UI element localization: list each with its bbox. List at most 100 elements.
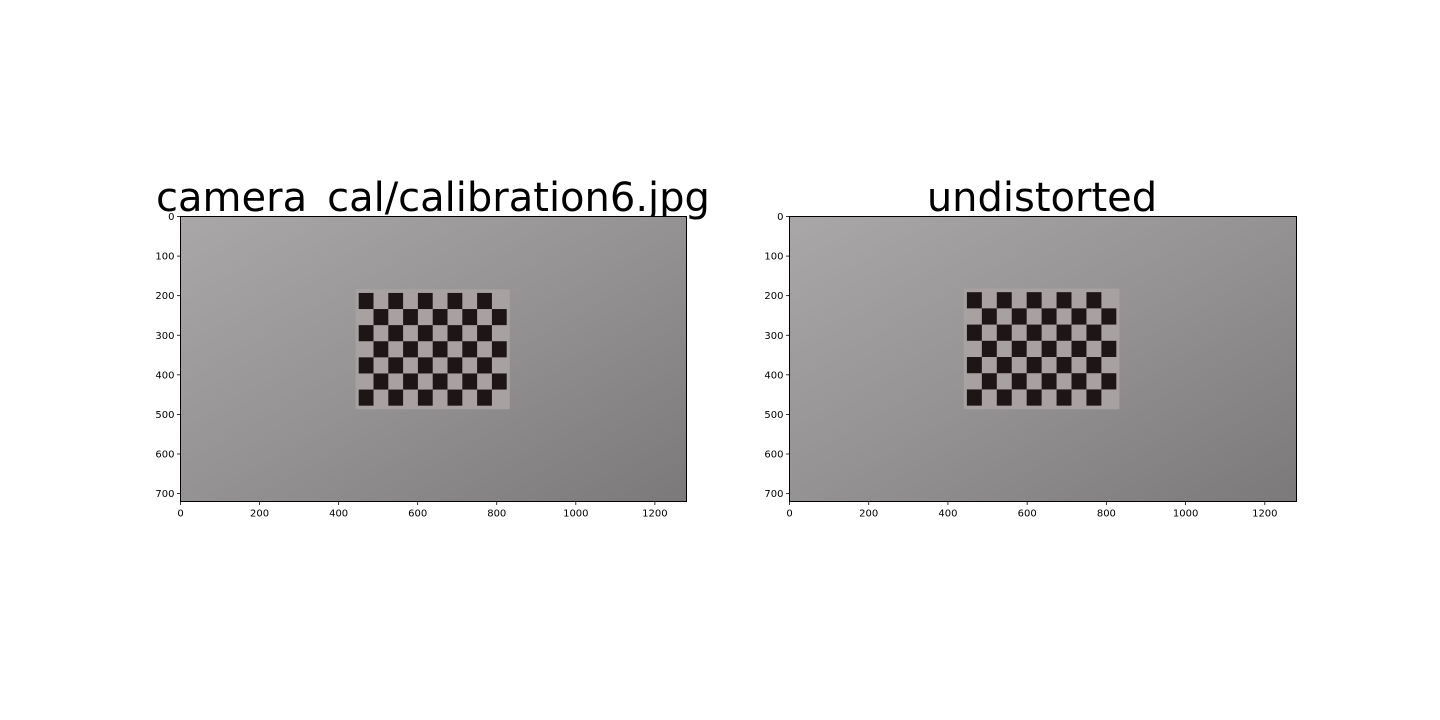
checker-square (462, 309, 478, 326)
y-tick-label: 400 (155, 370, 174, 381)
y-tick-label: 600 (764, 450, 783, 461)
checker-square (447, 325, 463, 342)
checker-square (1086, 324, 1102, 341)
x-axis: 0 200 400 600 800 1000 1200 (786, 501, 1278, 520)
checker-square (403, 309, 418, 326)
checker-square (1056, 357, 1072, 374)
y-tick-label: 300 (764, 331, 783, 342)
checker-square (1026, 389, 1042, 406)
checker-square (1071, 340, 1087, 358)
y-axis: 0 100 200 300 400 500 600 700 (155, 212, 181, 500)
x-tick-label: 0 (786, 509, 792, 520)
x-tick-label: 800 (1097, 509, 1116, 520)
checker-square (996, 389, 1012, 406)
checker-square (388, 325, 404, 342)
checker-square (1056, 324, 1072, 341)
axes-frame (180, 216, 687, 502)
checker-square (432, 373, 448, 390)
panel-undistorted: undistorted 0 200 400 600 800 1000 1200 0 100 20… (764, 175, 1297, 520)
checker-square (966, 324, 982, 341)
checker-square (462, 373, 478, 390)
checker-square (1026, 357, 1042, 374)
image-area (180, 216, 687, 502)
checker-square (358, 357, 374, 374)
checker-square (403, 373, 418, 390)
checker-square (966, 292, 982, 309)
checker-square (966, 357, 982, 374)
checker-square (432, 341, 448, 358)
checker-square (1101, 340, 1117, 358)
checker-square (358, 325, 374, 342)
y-axis: 0 100 200 300 400 500 600 700 (764, 212, 790, 500)
checker-square (1101, 373, 1117, 390)
checker-square (417, 389, 433, 406)
checker-square (388, 389, 404, 406)
y-tick-label: 500 (764, 410, 783, 421)
x-tick-label: 400 (938, 509, 957, 520)
y-tick-label: 0 (168, 212, 174, 223)
checker-square (981, 340, 997, 358)
checker-square (477, 325, 492, 342)
panel-title: camera_cal/calibration6.jpg (156, 175, 710, 221)
checker-square (981, 308, 997, 325)
checker-square (491, 373, 507, 390)
image-area (789, 216, 1297, 502)
checker-square (1026, 324, 1042, 341)
checker-square (417, 292, 433, 310)
checker-square (432, 309, 448, 326)
y-tick-label: 0 (777, 212, 783, 223)
checker-square (491, 309, 507, 326)
checker-square (1026, 292, 1042, 309)
checker-square (491, 341, 507, 358)
checker-square (477, 357, 492, 374)
checker-square (373, 309, 389, 326)
checker-square (1086, 389, 1102, 406)
checker-square (1071, 308, 1087, 325)
x-tick-label: 1000 (1173, 509, 1198, 520)
checker-square (477, 389, 492, 406)
y-tick-label: 300 (155, 331, 174, 342)
checker-square (1011, 340, 1027, 358)
y-tick-label: 500 (155, 410, 174, 421)
checker-square (447, 357, 463, 374)
y-tick-label: 700 (155, 489, 174, 500)
panel-original: camera_cal/calibration6.jpg 0 200 400 600 80… (155, 175, 710, 520)
checker-square (358, 292, 374, 310)
checker-square (388, 292, 404, 310)
checker-square (1101, 308, 1117, 325)
checker-square (373, 341, 389, 358)
checker-square (1056, 389, 1072, 406)
checker-square (1011, 373, 1027, 390)
checker-square (1041, 308, 1057, 325)
checker-square (358, 389, 374, 406)
checker-square (1041, 340, 1057, 358)
x-tick-label: 800 (487, 509, 506, 520)
x-tick-label: 1000 (563, 509, 588, 520)
checker-square (1056, 292, 1072, 309)
checker-square (447, 389, 463, 406)
y-tick-label: 600 (155, 450, 174, 461)
y-tick-label: 200 (764, 291, 783, 302)
checker-square (966, 389, 982, 406)
checker-square (1011, 308, 1027, 325)
checker-square (996, 324, 1012, 341)
panel-title: undistorted (927, 175, 1157, 221)
checker-square (388, 357, 404, 374)
x-axis: 0 200 400 600 800 1000 1200 (177, 501, 668, 520)
checker-square (403, 341, 418, 358)
y-tick-label: 100 (155, 252, 174, 263)
checker-square (1086, 357, 1102, 374)
checker-square (417, 325, 433, 342)
x-tick-label: 0 (177, 509, 183, 520)
y-tick-label: 100 (764, 252, 783, 263)
checker-square (1041, 373, 1057, 390)
checker-square (373, 373, 389, 390)
checker-square (1086, 292, 1102, 309)
checker-square (417, 357, 433, 374)
x-tick-label: 1200 (1252, 509, 1277, 520)
checker-square (477, 292, 492, 310)
x-tick-label: 200 (250, 509, 269, 520)
checker-square (996, 292, 1012, 309)
x-tick-label: 400 (329, 509, 348, 520)
